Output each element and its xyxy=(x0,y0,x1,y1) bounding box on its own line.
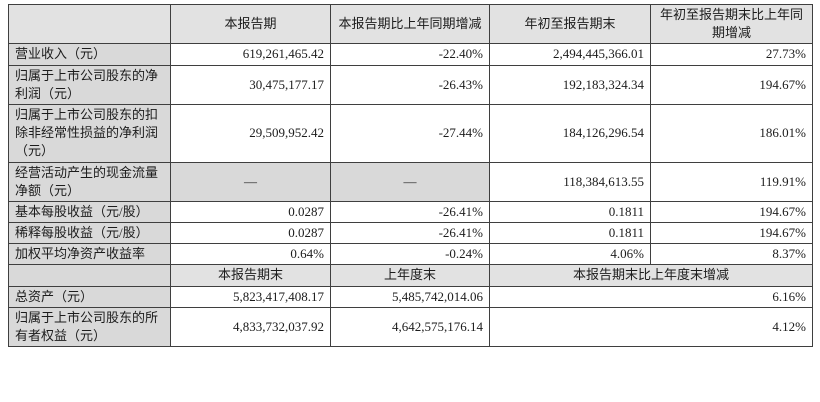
cell-current: 0.0287 xyxy=(170,222,331,245)
cell-ytd-yoy: 194.67% xyxy=(650,64,813,105)
cell-current: 29,509,952.42 xyxy=(170,103,331,163)
col-header-period-end-change: 本报告期末比上年度末增减 xyxy=(489,264,813,287)
cell-ytd-yoy: 186.01% xyxy=(650,103,813,163)
corner-cell xyxy=(8,3,171,45)
cell-ytd: 4.06% xyxy=(489,243,651,266)
cell-current: 0.0287 xyxy=(170,200,331,224)
cell-change: 4.12% xyxy=(489,306,813,348)
col-header-period-end: 本报告期末 xyxy=(170,264,331,287)
col-header-prev-year-end: 上年度末 xyxy=(330,264,490,287)
cell-ytd-yoy: 27.73% xyxy=(650,43,813,66)
row-label: 稀释每股收益（元/股） xyxy=(8,222,171,245)
row-label: 归属于上市公司股东的扣除非经常性损益的净利润（元） xyxy=(8,103,171,163)
row-label: 营业收入（元） xyxy=(8,43,171,66)
cell-yoy: -26.43% xyxy=(330,64,490,105)
corner-cell xyxy=(8,264,171,287)
cell-period-end: 5,823,417,408.17 xyxy=(170,285,331,308)
row-label: 归属于上市公司股东的净利润（元） xyxy=(8,64,171,105)
table-row-total-assets: 总资产（元） 5,823,417,408.17 5,485,742,014.06… xyxy=(8,285,813,308)
cell-change: 6.16% xyxy=(489,285,813,308)
cell-period-end: 4,833,732,037.92 xyxy=(170,306,331,348)
table-row-diluted-eps: 稀释每股收益（元/股） 0.0287 -26.41% 0.1811 194.67… xyxy=(8,222,813,245)
cell-ytd: 0.1811 xyxy=(489,222,651,245)
table-row-revenue: 营业收入（元） 619,261,465.42 -22.40% 2,494,445… xyxy=(8,43,813,66)
table-row-weighted-avg-roe: 加权平均净资产收益率 0.64% -0.24% 4.06% 8.37% xyxy=(8,243,813,266)
cell-current: 619,261,465.42 xyxy=(170,43,331,66)
cell-prev-year-end: 4,642,575,176.14 xyxy=(330,306,490,348)
section1-header-row: 本报告期 本报告期比上年同期增减 年初至报告期末 年初至报告期末比上年同期增减 xyxy=(8,3,813,45)
cell-ytd-yoy: 194.67% xyxy=(650,222,813,245)
cell-yoy: -0.24% xyxy=(330,243,490,266)
cell-current-dash: — xyxy=(170,161,331,202)
row-label: 经营活动产生的现金流量净额（元） xyxy=(8,161,171,202)
cell-prev-year-end: 5,485,742,014.06 xyxy=(330,285,490,308)
cell-yoy: -22.40% xyxy=(330,43,490,66)
cell-ytd-yoy: 119.91% xyxy=(650,161,813,202)
col-header-ytd-yoy-change: 年初至报告期末比上年同期增减 xyxy=(650,3,813,45)
cell-ytd: 0.1811 xyxy=(489,200,651,224)
table-row-basic-eps: 基本每股收益（元/股） 0.0287 -26.41% 0.1811 194.67… xyxy=(8,200,813,224)
cell-ytd: 2,494,445,366.01 xyxy=(489,43,651,66)
cell-ytd: 184,126,296.54 xyxy=(489,103,651,163)
cell-ytd-yoy: 194.67% xyxy=(650,200,813,224)
financial-summary-table: 本报告期 本报告期比上年同期增减 年初至报告期末 年初至报告期末比上年同期增减 … xyxy=(8,3,813,348)
row-label: 加权平均净资产收益率 xyxy=(8,243,171,266)
cell-yoy: -26.41% xyxy=(330,222,490,245)
cell-ytd: 118,384,613.55 xyxy=(489,161,651,202)
table-row-owners-equity: 归属于上市公司股东的所有者权益（元） 4,833,732,037.92 4,64… xyxy=(8,306,813,348)
table-row-operating-cash-flow: 经营活动产生的现金流量净额（元） — — 118,384,613.55 119.… xyxy=(8,161,813,202)
col-header-ytd: 年初至报告期末 xyxy=(489,3,651,45)
col-header-yoy-change: 本报告期比上年同期增减 xyxy=(330,3,490,45)
cell-current: 30,475,177.17 xyxy=(170,64,331,105)
table-row-net-profit-excl-nonrecurring: 归属于上市公司股东的扣除非经常性损益的净利润（元） 29,509,952.42 … xyxy=(8,103,813,163)
cell-yoy: -27.44% xyxy=(330,103,490,163)
section2-header-row: 本报告期末 上年度末 本报告期末比上年度末增减 xyxy=(8,264,813,287)
row-label: 归属于上市公司股东的所有者权益（元） xyxy=(8,306,171,348)
cell-yoy-dash: — xyxy=(330,161,490,202)
row-label: 总资产（元） xyxy=(8,285,171,308)
cell-ytd-yoy: 8.37% xyxy=(650,243,813,266)
row-label: 基本每股收益（元/股） xyxy=(8,200,171,224)
cell-current: 0.64% xyxy=(170,243,331,266)
col-header-current-period: 本报告期 xyxy=(170,3,331,45)
cell-yoy: -26.41% xyxy=(330,200,490,224)
cell-ytd: 192,183,324.34 xyxy=(489,64,651,105)
table-row-net-profit: 归属于上市公司股东的净利润（元） 30,475,177.17 -26.43% 1… xyxy=(8,64,813,105)
